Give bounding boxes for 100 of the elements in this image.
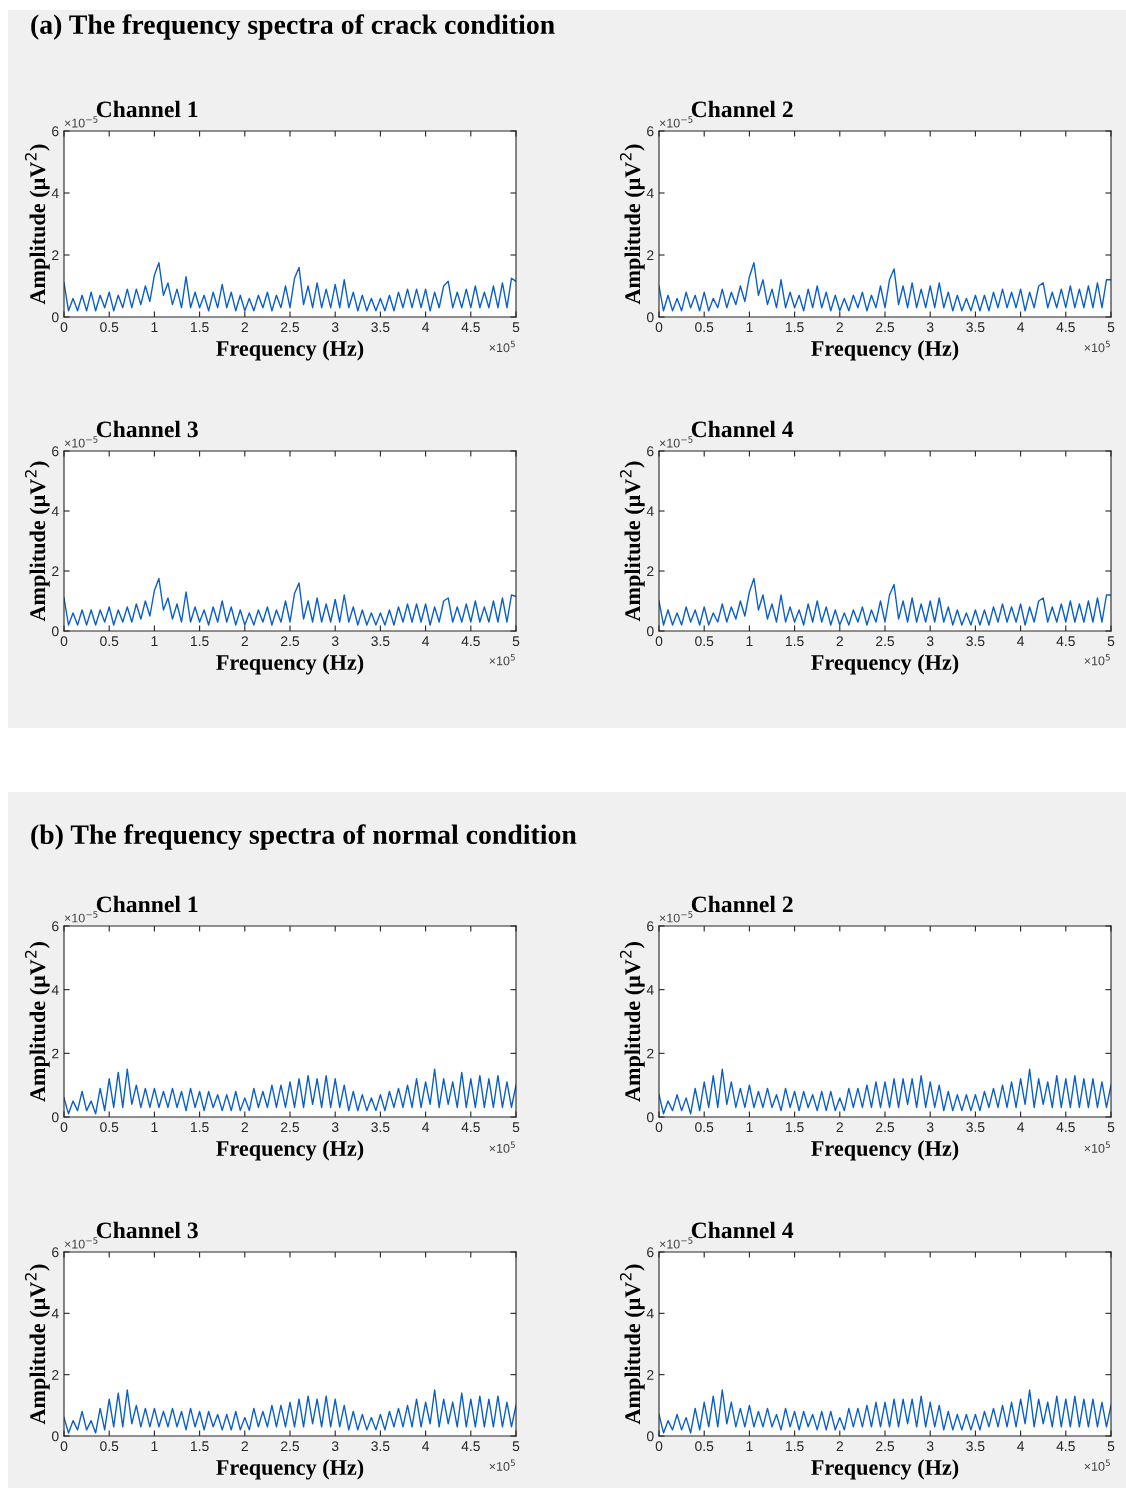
x-tick-label: 4 [1017, 636, 1025, 646]
y-tick-label: 4 [646, 506, 654, 517]
x-tick-label: 0 [655, 1122, 663, 1133]
x-tick-label: 1.5 [786, 1122, 804, 1133]
y-tick-label: 4 [646, 985, 654, 995]
text: ×10$^{5}$ [1084, 340, 1110, 353]
y-tick-label: 0 [646, 312, 654, 323]
text: ×10$^{−5}$ [659, 1237, 693, 1249]
x-tick-label: 4.5 [461, 322, 480, 333]
x-tick-label: 0.5 [100, 322, 119, 333]
text: ×10$^{−5}$ [64, 116, 98, 128]
y-tick-label: 6 [52, 1247, 59, 1258]
x-tick-label: 0.5 [695, 1441, 714, 1452]
x-tick-label: 1 [746, 636, 753, 646]
x-tick-label: 4 [422, 636, 430, 646]
x-tick-label: 3 [331, 636, 339, 647]
x-tick-label: 3.5 [371, 322, 390, 333]
x-tick-label: 4 [1017, 322, 1025, 332]
x-tick-label: 1 [151, 1441, 158, 1451]
y-tick-label: 2 [52, 1370, 59, 1380]
x-tick-label: 1.5 [786, 636, 804, 647]
x-tick-label: 0.5 [100, 636, 119, 647]
y-tick-label: 2 [647, 1370, 654, 1380]
x-tick-label: 4 [422, 322, 430, 332]
y-axis-title: Amplitude (μV$^{2}$) [24, 1264, 50, 1425]
y-tick-label: 0 [51, 1112, 59, 1123]
y-tick-label: 6 [52, 446, 59, 457]
x-axis-title: Frequency (Hz) [811, 1140, 959, 1161]
text: ×10$^{5}$ [1084, 654, 1110, 666]
x-tick-label: 3.5 [966, 1122, 985, 1133]
x-tick-label: 4 [1017, 1441, 1025, 1451]
x-tick-label: 2 [836, 636, 843, 646]
text: ×10$^{−5}$ [659, 911, 693, 923]
x-tick-label: 1 [151, 1122, 158, 1132]
x-axis-title: Frequency (Hz) [216, 1459, 364, 1480]
chart-title: Channel 2 [691, 100, 793, 118]
x-tick-label: 0.5 [100, 1122, 119, 1133]
x-axis-title: Frequency (Hz) [811, 340, 959, 361]
x-tick-label: 3 [926, 636, 934, 647]
y-tick-label: 2 [52, 566, 59, 577]
text: ×10$^{5}$ [489, 340, 515, 353]
x-tick-label: 3.5 [371, 1441, 390, 1452]
text: ×10$^{−5}$ [659, 436, 693, 448]
x-tick-label: 2.5 [281, 1441, 300, 1452]
line-series [64, 262, 516, 312]
x-tick-label: 1 [151, 636, 158, 646]
x-tick-label: 2.5 [876, 322, 895, 333]
x-tick-label: 5 [512, 1441, 520, 1452]
y-tick-label: 6 [647, 446, 654, 457]
y-tick-label: 6 [647, 1247, 654, 1258]
x-tick-label: 0.5 [695, 1122, 714, 1133]
x-tick-label: 1.5 [191, 1122, 209, 1133]
text: ×10$^{−5}$ [659, 116, 693, 128]
y-tick-label: 0 [646, 626, 654, 637]
x-tick-label: 2 [241, 1122, 248, 1132]
y-tick-label: 4 [646, 188, 654, 199]
y-tick-label: 0 [646, 1112, 654, 1123]
y-tick-label: 0 [51, 1431, 59, 1442]
x-tick-label: 1.5 [786, 322, 804, 333]
y-tick-label: 0 [646, 1431, 654, 1442]
x-tick-label: 2 [241, 636, 248, 646]
x-axis-title: Frequency (Hz) [811, 1459, 959, 1480]
x-tick-label: 2 [241, 1441, 248, 1451]
x-tick-label: 2.5 [281, 322, 300, 333]
y-tick-label: 6 [647, 126, 654, 137]
chart-title: Channel 4 [691, 1221, 794, 1239]
y-axis-title: Amplitude (μV$^{2}$) [24, 461, 50, 622]
text: ×10$^{5}$ [489, 654, 515, 666]
x-tick-label: 5 [1107, 636, 1115, 647]
y-tick-label: 0 [51, 312, 59, 323]
x-tick-label: 2.5 [281, 636, 300, 647]
x-tick-label: 0.5 [695, 636, 714, 647]
x-tick-label: 4 [422, 1122, 430, 1132]
x-tick-label: 3.5 [371, 636, 390, 647]
x-tick-label: 3.5 [966, 1441, 985, 1452]
y-axis-title: Amplitude (μV$^{2}$) [24, 942, 50, 1102]
chart-title: Channel 4 [691, 420, 794, 438]
x-tick-label: 3.5 [966, 322, 985, 333]
x-tick-label: 5 [512, 636, 520, 647]
chart-title: Channel 1 [96, 895, 198, 913]
x-tick-label: 0 [60, 1122, 68, 1133]
y-tick-label: 0 [51, 626, 59, 637]
x-tick-label: 4 [422, 1441, 430, 1451]
y-tick-label: 6 [52, 921, 59, 932]
x-tick-label: 3.5 [371, 1122, 390, 1133]
x-axis-title: Frequency (Hz) [811, 654, 959, 675]
x-tick-label: 1.5 [191, 322, 209, 333]
y-tick-label: 4 [51, 1308, 59, 1319]
y-tick-label: 2 [647, 250, 654, 261]
y-axis-title: Amplitude (μV$^{2}$) [619, 1264, 645, 1425]
chart-title: Channel 3 [96, 1221, 198, 1239]
text: ×10$^{−5}$ [64, 1237, 98, 1249]
line-series [659, 262, 1111, 312]
y-tick-label: 2 [52, 1048, 59, 1059]
x-tick-label: 5 [1107, 1122, 1115, 1133]
text: ×10$^{−5}$ [64, 911, 98, 923]
x-tick-label: 2 [836, 1122, 843, 1132]
text: ×10$^{5}$ [489, 1459, 515, 1471]
y-tick-label: 2 [647, 566, 654, 577]
x-tick-label: 1 [151, 322, 158, 332]
